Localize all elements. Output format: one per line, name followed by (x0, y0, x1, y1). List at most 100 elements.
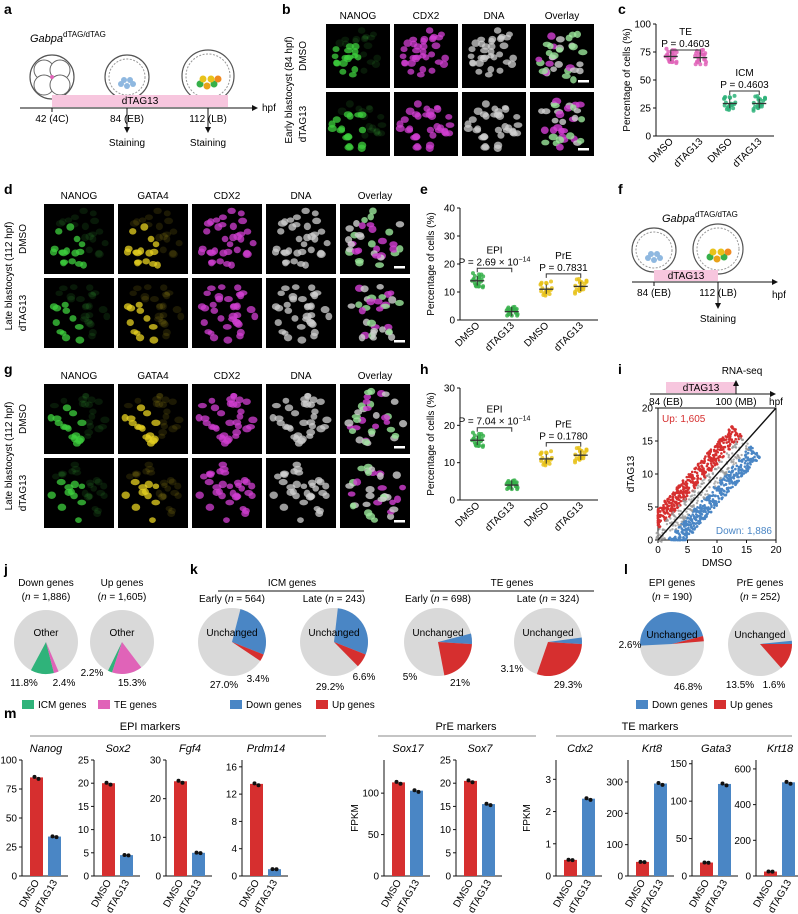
y-tick-label: 15 (440, 802, 452, 813)
panel-f-timeline: GabpadTAG/dTAG dTAG13 hpf 84 (EB) 112 (L… (631, 210, 786, 325)
down-gene-point (687, 532, 691, 536)
channel-label-dna: DNA (483, 11, 504, 22)
down-gene-point (745, 467, 748, 470)
bar-dmso (392, 782, 405, 876)
y-tick-label: 2 (545, 807, 551, 818)
x-tick-label: 0 (655, 545, 661, 556)
up-gene-point (720, 439, 724, 443)
channel-label-cdx2: CDX2 (214, 191, 241, 202)
up-gene-point (675, 497, 679, 500)
down-gene-point (732, 473, 736, 477)
replicate-point (398, 781, 403, 786)
pie-center-label: Unchanged (206, 628, 257, 639)
channel-label-overlay: Overlay (358, 191, 392, 202)
panel-g-microscopy: Late blastocyst (112 hpf) NANOG GATA4 CDX2 D… (4, 371, 410, 528)
marker-group-title: EPI markers (120, 721, 181, 733)
y-axis-label: Percentage of cells (%) (622, 28, 633, 131)
down-gene-point (722, 489, 725, 492)
down-gene-point (705, 498, 708, 502)
panel-letter-m: m (4, 705, 16, 721)
data-point (670, 50, 675, 55)
up-gene-point (709, 448, 713, 451)
data-point (574, 277, 579, 282)
timeline-arrow-icon-f (772, 279, 778, 285)
up-gene-point (685, 485, 689, 489)
up-gene-point (665, 510, 669, 514)
group-title-icm: ICM genes (268, 578, 316, 589)
up-gene-point (690, 470, 694, 474)
pie-slice-up (334, 642, 366, 667)
legend-swatch (316, 700, 328, 709)
hpf-label-i: hpf (769, 397, 783, 408)
pie-slice-up (672, 636, 704, 644)
y-tick-label: 0 (545, 872, 551, 883)
x-tick-label: 5 (685, 545, 691, 556)
down-gene-point (682, 523, 686, 527)
pie-center-label: Unchanged (522, 628, 573, 639)
scale-bar (394, 340, 405, 343)
up-gene-point (722, 437, 725, 441)
down-gene-point (693, 528, 696, 531)
replicate-point (108, 782, 113, 787)
down-gene-point (730, 476, 734, 479)
up-gene-point (664, 501, 668, 505)
down-gene-point (695, 521, 699, 525)
replicate-point (274, 867, 279, 872)
down-gene-point (715, 504, 718, 507)
down-gene-point (700, 499, 704, 503)
scale-bar (394, 520, 405, 523)
gene-name: Sox7 (467, 743, 493, 755)
channel-label-cdx2: CDX2 (214, 371, 241, 382)
micrograph-tile (118, 278, 188, 348)
y-tick-label: 20 (78, 779, 90, 790)
group-title-te: TE genes (491, 578, 534, 589)
microscopy-row-title: Late blastocyst (112 hpf) (4, 402, 15, 511)
down-gene-point (684, 533, 688, 537)
down-gene-point (753, 455, 756, 459)
up-gene-point (666, 497, 669, 501)
down-gene-point (704, 506, 707, 509)
panel-m-bars: EPI markersNanog0255075100DMSOdTAG13FPKM… (0, 721, 798, 914)
down-gene-point (707, 510, 711, 514)
pie-slice-icm (30, 642, 54, 675)
data-point (664, 46, 669, 51)
bar-dmso (174, 781, 187, 876)
slice-label: 2.2% (81, 668, 104, 679)
data-point (693, 53, 698, 58)
up-gene-point (733, 429, 737, 432)
data-point (505, 487, 510, 492)
down-gene-point (739, 463, 743, 467)
down-gene-point (706, 512, 709, 515)
up-gene-point (704, 455, 707, 458)
down-gene-point (729, 486, 732, 490)
bar-dmso (700, 862, 713, 876)
y-tick-label: 50 (640, 76, 652, 87)
timeline-arrow-icon (252, 105, 258, 111)
down-gene-point (707, 499, 711, 502)
up-gene-point (730, 438, 734, 441)
down-gene-point (708, 501, 711, 505)
pie-title: Up genes (101, 578, 144, 589)
pie-slice-up (760, 644, 792, 669)
group-label: ICM (735, 68, 753, 79)
replicate-point (720, 781, 725, 786)
down-gene-point (730, 466, 734, 470)
down-gene-point (708, 507, 712, 511)
pie-slice-te (46, 642, 59, 673)
pie-slice-down (760, 640, 792, 644)
up-gene-point (675, 486, 679, 489)
data-point (698, 62, 703, 67)
up-gene-point (696, 476, 700, 480)
data-point (543, 459, 548, 464)
y-tick-label: 1 (545, 839, 551, 850)
up-gene-point (725, 441, 728, 444)
data-point (477, 434, 482, 439)
bar-dmso (564, 859, 577, 876)
data-point (674, 50, 679, 55)
y-tick-label: 0 (373, 872, 379, 883)
up-gene-point (739, 434, 743, 438)
up-gene-point (692, 481, 695, 485)
group-label: TE (679, 27, 692, 38)
up-gene-point (684, 483, 688, 487)
pie-title: (n = 1,605) (98, 592, 147, 603)
